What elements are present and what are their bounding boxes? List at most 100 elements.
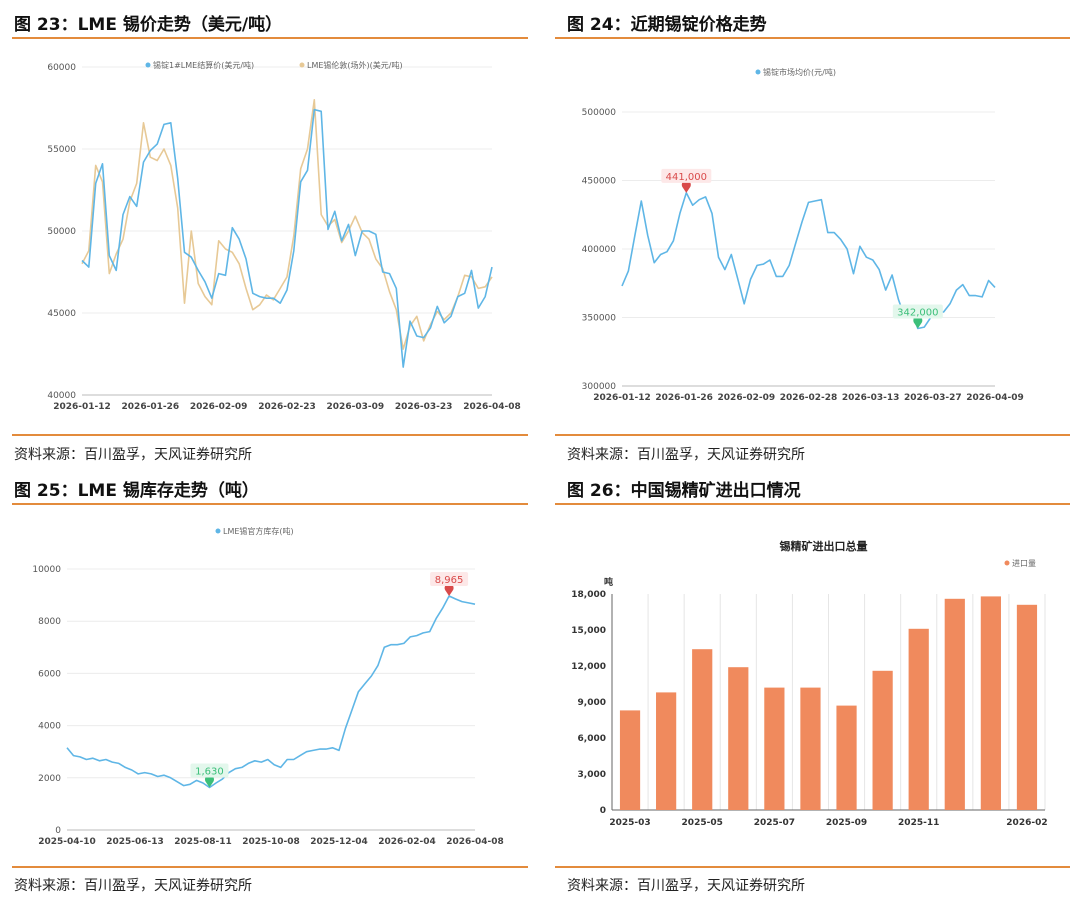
source-note: 资料来源：百川盈孚，天风证券研究所 xyxy=(14,447,252,463)
series-line-1 xyxy=(81,108,493,368)
source-rule xyxy=(12,866,528,868)
y-tick-label: 400000 xyxy=(582,245,617,255)
x-tick-label: 2025-11 xyxy=(898,818,939,828)
min-marker-label-bg xyxy=(190,763,229,778)
y-tick-label: 45000 xyxy=(47,309,76,319)
y-tick-label: 6,000 xyxy=(578,734,606,744)
y-tick-label: 6000 xyxy=(38,669,61,679)
source-note: 资料来源：百川盈孚，天风证券研究所 xyxy=(567,878,805,894)
x-tick-label: 2026-04-09 xyxy=(966,393,1024,403)
legend-marker xyxy=(1004,560,1010,566)
y-tick-label: 12,000 xyxy=(571,662,606,672)
x-tick-label: 2025-03 xyxy=(609,818,650,828)
bar xyxy=(872,670,893,810)
x-tick-label: 2025-05 xyxy=(682,818,723,828)
x-tick-label: 2026-02-04 xyxy=(378,837,436,847)
y-tick-label: 40000 xyxy=(47,391,76,401)
title-rule xyxy=(555,503,1070,505)
chart-title: 锡精矿进出口总量 xyxy=(780,539,868,553)
x-tick-label: 2025-06-13 xyxy=(106,837,164,847)
bar xyxy=(800,687,821,810)
legend-marker xyxy=(145,62,151,68)
bar xyxy=(764,687,785,810)
x-tick-label: 2026-01-26 xyxy=(122,402,180,412)
min-marker-label-bg xyxy=(892,304,943,319)
source-note: 资料来源：百川盈孚，天风证券研究所 xyxy=(567,447,805,463)
title-rule xyxy=(12,503,528,505)
y-tick-label: 350000 xyxy=(582,314,617,324)
max-marker-pin xyxy=(444,583,454,597)
bar xyxy=(728,667,749,810)
y-tick-label: 9,000 xyxy=(578,698,606,708)
bar xyxy=(944,598,965,810)
legend-marker xyxy=(215,528,221,534)
bar xyxy=(692,649,713,810)
source-note: 资料来源：百川盈孚，天风证券研究所 xyxy=(14,878,252,894)
x-tick-label: 2025-07 xyxy=(754,818,795,828)
max-marker-label-bg xyxy=(430,572,469,587)
y-tick-label: 3,000 xyxy=(578,770,606,780)
tin-ingot-price-chart: 500000 450000 400000 350000 3000002026-01-12… xyxy=(582,67,1024,403)
y-tick-label: 55000 xyxy=(47,145,76,155)
y-tick-label: 8000 xyxy=(38,617,61,627)
max-marker-label: 441,000 xyxy=(666,172,707,183)
x-tick-label: 2025-10-08 xyxy=(242,837,300,847)
x-tick-label: 2026-04-08 xyxy=(463,402,521,412)
x-tick-label: 2026-02-28 xyxy=(780,393,838,403)
y-tick-label: 18,000 xyxy=(571,590,606,600)
x-tick-label: 2026-02-23 xyxy=(258,402,316,412)
y-tick-label: 50000 xyxy=(47,227,76,237)
y-tick-label: 60000 xyxy=(47,63,76,73)
x-tick-label: 2026-03-13 xyxy=(842,393,900,403)
source-rule xyxy=(555,434,1070,436)
x-tick-label: 2026-04-08 xyxy=(446,837,504,847)
x-tick-label: 2026-01-12 xyxy=(53,402,111,412)
y-tick-label: 2000 xyxy=(38,774,61,784)
x-tick-label: 2026-01-12 xyxy=(593,393,651,403)
max-marker-label-bg xyxy=(661,168,712,183)
figure-title: 图 25：LME 锡库存走势（吨） xyxy=(14,481,259,501)
series-line-2 xyxy=(81,98,493,350)
y-tick-label: 0 xyxy=(600,806,606,816)
min-marker-label: 1,630 xyxy=(195,766,224,777)
figure-title: 图 23：LME 锡价走势（美元/吨） xyxy=(14,15,283,35)
bar xyxy=(836,705,857,810)
title-rule xyxy=(12,37,528,39)
min-marker-label: 342,000 xyxy=(897,307,938,318)
y-tick-label: 4000 xyxy=(38,722,61,732)
x-tick-label: 2026-03-23 xyxy=(395,402,453,412)
legend-label: 进口量 xyxy=(1012,559,1036,568)
legend-marker xyxy=(755,69,761,75)
y-tick-label: 450000 xyxy=(582,177,617,187)
x-tick-label: 2025-09 xyxy=(826,818,867,828)
x-tick-label: 2026-01-26 xyxy=(655,393,713,403)
min-marker-pin xyxy=(913,315,923,329)
series-line-1 xyxy=(66,595,476,789)
x-tick-label: 2026-02-09 xyxy=(190,402,248,412)
title-rule xyxy=(555,37,1070,39)
y-tick-label: 500000 xyxy=(582,108,617,118)
x-tick-label: 2025-08-11 xyxy=(174,837,232,847)
max-marker-pin xyxy=(681,180,691,193)
max-marker-label: 8,965 xyxy=(435,575,464,586)
bar xyxy=(619,710,641,810)
legend-label: LME锡官方库存(吨) xyxy=(223,526,294,536)
source-rule xyxy=(555,866,1070,868)
y-axis-label: 吨 xyxy=(604,576,613,588)
figure-title: 图 26：中国锡精矿进出口情况 xyxy=(567,481,801,501)
legend-label: LME锡伦敦(场外)(美元/吨) xyxy=(307,60,403,70)
y-tick-label: 300000 xyxy=(582,382,617,392)
y-tick-label: 0 xyxy=(55,826,61,836)
legend-label: 锡锭1#LME结算价(美元/吨) xyxy=(153,60,254,70)
bar xyxy=(656,692,677,810)
x-tick-label: 2026-02-09 xyxy=(718,393,776,403)
x-tick-label: 2026-02 xyxy=(1006,818,1047,828)
legend-label: 锡锭市场均价(元/吨) xyxy=(763,67,836,77)
legend-marker xyxy=(299,62,305,68)
bar xyxy=(908,628,929,810)
figure-title: 图 24：近期锡锭价格走势 xyxy=(567,15,767,35)
x-tick-label: 2025-12-04 xyxy=(310,837,368,847)
